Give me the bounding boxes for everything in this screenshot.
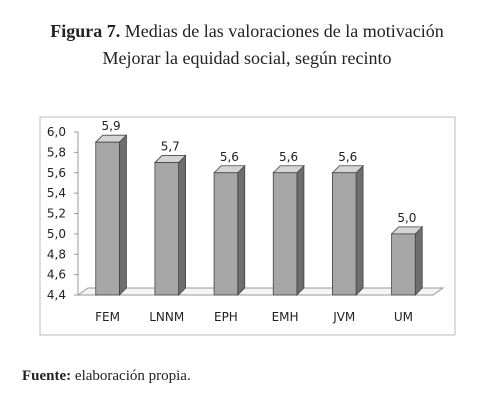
floor	[76, 287, 445, 296]
chart-title: Medias de las valoraciones de la motivac…	[125, 21, 444, 41]
bar-side	[296, 164, 305, 296]
y-tick-label: 5,8	[47, 145, 66, 159]
source-label: Fuente:	[22, 368, 71, 384]
bar-side	[414, 225, 423, 296]
bar-side	[237, 164, 246, 296]
source-line: Fuente: elaboración propia.	[22, 368, 191, 384]
bar-side	[119, 134, 127, 296]
bar	[213, 164, 246, 296]
bar	[272, 164, 305, 296]
bar-front	[272, 172, 298, 296]
y-tick-label: 5,0	[47, 227, 66, 241]
y-tick-label: 4,4	[47, 288, 66, 302]
y-tick-label: 5,4	[47, 186, 66, 200]
value-label: 5,6	[279, 150, 298, 164]
x-tick-label: EMH	[272, 310, 299, 324]
bar	[331, 164, 365, 296]
title-line: Figura 7. Medias de las valoraciones de …	[50, 21, 443, 41]
x-tick-label: UM	[394, 310, 413, 324]
bar	[390, 225, 424, 296]
chart-frame	[39, 116, 456, 336]
value-label: 5,9	[102, 119, 121, 133]
y-tick-label: 4,6	[47, 268, 66, 282]
bar-front	[95, 141, 120, 296]
bar-front	[154, 162, 179, 296]
source: elaboración propia.	[75, 368, 191, 384]
x-tick-label: JVM	[332, 310, 355, 324]
bar-front	[332, 172, 357, 296]
chart-subtitle: Mejorar la equidad social, según recinto	[103, 48, 392, 68]
value-label: 5,0	[397, 211, 416, 225]
y-tick-label: 6,0	[47, 125, 66, 139]
x-tick-label: FEM	[95, 310, 120, 324]
y-tick-label: 4,8	[47, 247, 66, 261]
bar-front	[391, 233, 416, 296]
bar-side	[178, 154, 186, 296]
value-label: 5,6	[338, 150, 357, 164]
bar-side	[355, 164, 364, 296]
title-prefix: Figura 7.	[50, 21, 120, 41]
y-tick-label: 5,2	[47, 207, 66, 221]
value-label: 5,7	[161, 140, 180, 154]
bar	[153, 154, 187, 296]
x-tick-label: EPH	[214, 310, 238, 324]
bar	[94, 134, 128, 296]
value-label: 5,6	[220, 150, 239, 164]
bar-front	[213, 172, 239, 296]
x-tick-label: LNNM	[149, 310, 184, 324]
y-tick-label: 5,6	[47, 166, 66, 180]
